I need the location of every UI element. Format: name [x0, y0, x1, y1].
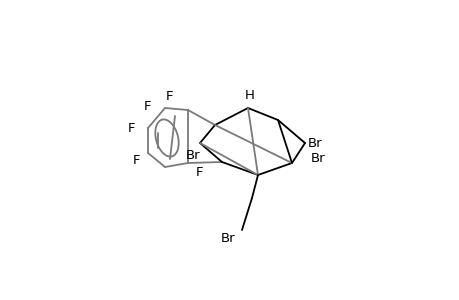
Text: F: F [128, 122, 135, 134]
Text: F: F [166, 89, 174, 103]
Text: Br: Br [310, 152, 325, 164]
Text: F: F [144, 100, 151, 112]
Text: Br: Br [307, 136, 322, 149]
Text: F: F [196, 166, 203, 178]
Text: Br: Br [220, 232, 235, 244]
Text: H: H [245, 88, 254, 101]
Text: Br: Br [185, 148, 200, 161]
Text: F: F [133, 154, 140, 166]
